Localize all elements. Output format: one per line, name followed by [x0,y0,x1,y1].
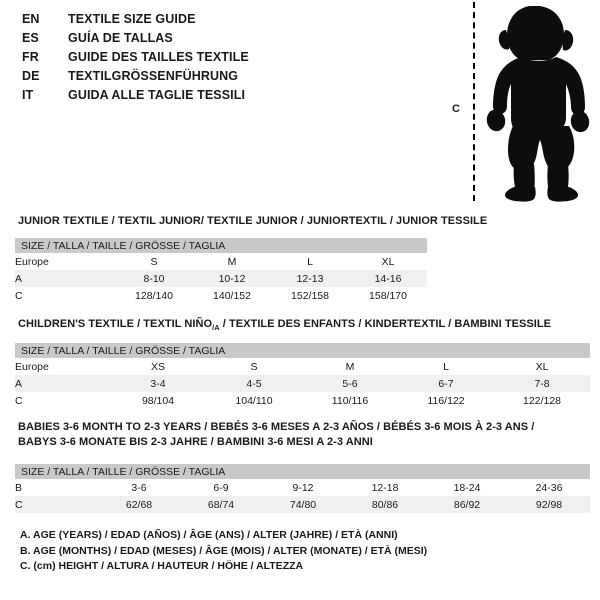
language-row: FR GUIDE DES TAILLES TEXTILE [22,50,422,69]
babies-section-heading-line1: BABIES 3-6 MONTH TO 2-3 YEARS / BEBÉS 3-… [18,421,535,433]
cell-value: 14-16 [349,270,428,287]
cell-value: 8-10 [115,270,193,287]
cell-value: 140/152 [193,287,271,304]
cell-value: 6-7 [398,375,494,392]
row-label: A [15,270,115,287]
cell-value: 92/98 [508,496,591,513]
language-title: TEXTILE SIZE GUIDE [68,12,196,26]
cell-value: 62/68 [98,496,180,513]
children-section-heading: CHILDREN'S TEXTILE / TEXTIL NIÑO/A / TEX… [18,318,551,335]
table-row: A 8-10 10-12 12-13 14-16 [15,270,428,287]
cell-value: 80/86 [344,496,426,513]
cell-value: 9-12 [262,479,344,496]
cell-value: M [302,358,398,375]
height-measurement-line [473,2,475,201]
language-code: ES [22,31,39,45]
cell-value: 128/140 [115,287,193,304]
cell-value: 10-12 [193,270,271,287]
height-measure-label: C [452,103,460,115]
cell-value: 104/110 [206,392,302,409]
header-section: EN TEXTILE SIZE GUIDE ES GUÍA DE TALLAS … [0,0,600,210]
cell-value: 3-6 [98,479,180,496]
cell-value: 12-18 [344,479,426,496]
children-heading-post: / TEXTILE DES ENFANTS / KINDERTEXTIL / B… [219,318,552,330]
cell-value: 12-13 [271,270,349,287]
table-row: C 98/104 104/110 110/116 116/122 122/128 [15,392,591,409]
cell-value: 5-6 [302,375,398,392]
cell-value: 6-9 [180,479,262,496]
footnote-line-a: A. AGE (YEARS) / EDAD (AÑOS) / ÂGE (ANS)… [20,529,398,541]
cell-value: 122/128 [494,392,591,409]
cell-value: 152/158 [271,287,349,304]
row-label: B [15,479,98,496]
table-row: Europe XS S M L XL [15,358,591,375]
footnote-line-c: C. (cm) HEIGHT / ALTURA / HAUTEUR / HÖHE… [20,560,304,572]
children-band-label: SIZE / TALLA / TAILLE / GRÖSSE / TAGLIA [15,343,591,358]
table-row: Europe S M L XL [15,253,428,270]
cell-value: XL [349,253,428,270]
cell-value: XL [494,358,591,375]
cell-value: L [271,253,349,270]
language-title: GUIDA ALLE TAGLIE TESSILI [68,88,246,102]
height-figure-block: C [440,0,600,210]
table-row: A 3-4 4-5 5-6 6-7 7-8 [15,375,591,392]
cell-value: 116/122 [398,392,494,409]
table-row: C 128/140 140/152 152/158 158/170 [15,287,428,304]
language-code: DE [22,69,40,83]
table-band-row: SIZE / TALLA / TAILLE / GRÖSSE / TAGLIA [15,464,591,479]
children-heading-subscript: /A [212,323,220,333]
language-code: FR [22,50,39,64]
junior-band-label: SIZE / TALLA / TAILLE / GRÖSSE / TAGLIA [15,238,428,253]
footnote-legend: A. AGE (YEARS) / EDAD (AÑOS) / ÂGE (ANS)… [20,528,580,575]
row-label: C [15,287,115,304]
language-title-list: EN TEXTILE SIZE GUIDE ES GUÍA DE TALLAS … [22,12,422,107]
language-title: TEXTILGRÖSSENFÜHRUNG [68,69,239,83]
cell-value: 158/170 [349,287,428,304]
table-row: B 3-6 6-9 9-12 12-18 18-24 24-36 [15,479,591,496]
cell-value: 18-24 [426,479,508,496]
table-band-row: SIZE / TALLA / TAILLE / GRÖSSE / TAGLIA [15,238,428,253]
cell-value: S [115,253,193,270]
babies-section-heading-line2: BABYS 3-6 MONATE BIS 2-3 JAHRE / BAMBINI… [18,436,373,448]
language-row: DE TEXTILGRÖSSENFÜHRUNG [22,69,422,88]
cell-value: 4-5 [206,375,302,392]
cell-value: L [398,358,494,375]
footnote-line-b: B. AGE (MONTHS) / EDAD (MESES) / ÂGE (MO… [20,544,428,557]
babies-size-table: SIZE / TALLA / TAILLE / GRÖSSE / TAGLIA … [15,464,591,513]
row-label: C [15,496,98,513]
cell-value: 24-36 [508,479,591,496]
cell-value: 68/74 [180,496,262,513]
cell-value: 74/80 [262,496,344,513]
table-band-row: SIZE / TALLA / TAILLE / GRÖSSE / TAGLIA [15,343,591,358]
row-label: Europe [15,358,110,375]
row-label: A [15,375,110,392]
children-heading-pre: CHILDREN'S TEXTILE / TEXTIL NIÑO [18,318,213,330]
cell-value: 7-8 [494,375,591,392]
language-code: EN [22,12,40,26]
cell-value: XS [110,358,206,375]
row-label: C [15,392,110,409]
cell-value: 98/104 [110,392,206,409]
row-label: Europe [15,253,115,270]
language-row: IT GUIDA ALLE TAGLIE TESSILI [22,88,422,107]
babies-band-label: SIZE / TALLA / TAILLE / GRÖSSE / TAGLIA [15,464,591,479]
cell-value: M [193,253,271,270]
cell-value: 86/92 [426,496,508,513]
language-row: EN TEXTILE SIZE GUIDE [22,12,422,31]
language-code: IT [22,88,34,102]
junior-section-heading: JUNIOR TEXTILE / TEXTIL JUNIOR/ TEXTILE … [18,215,488,227]
cell-value: 3-4 [110,375,206,392]
children-size-table: SIZE / TALLA / TAILLE / GRÖSSE / TAGLIA … [15,343,591,409]
language-row: ES GUÍA DE TALLAS [22,31,422,50]
language-title: GUÍA DE TALLAS [68,31,173,45]
junior-size-table: SIZE / TALLA / TAILLE / GRÖSSE / TAGLIA … [15,238,428,304]
toddler-silhouette-icon [486,6,590,202]
language-title: GUIDE DES TAILLES TEXTILE [68,50,249,64]
cell-value: 110/116 [302,392,398,409]
table-row: C 62/68 68/74 74/80 80/86 86/92 92/98 [15,496,591,513]
cell-value: S [206,358,302,375]
